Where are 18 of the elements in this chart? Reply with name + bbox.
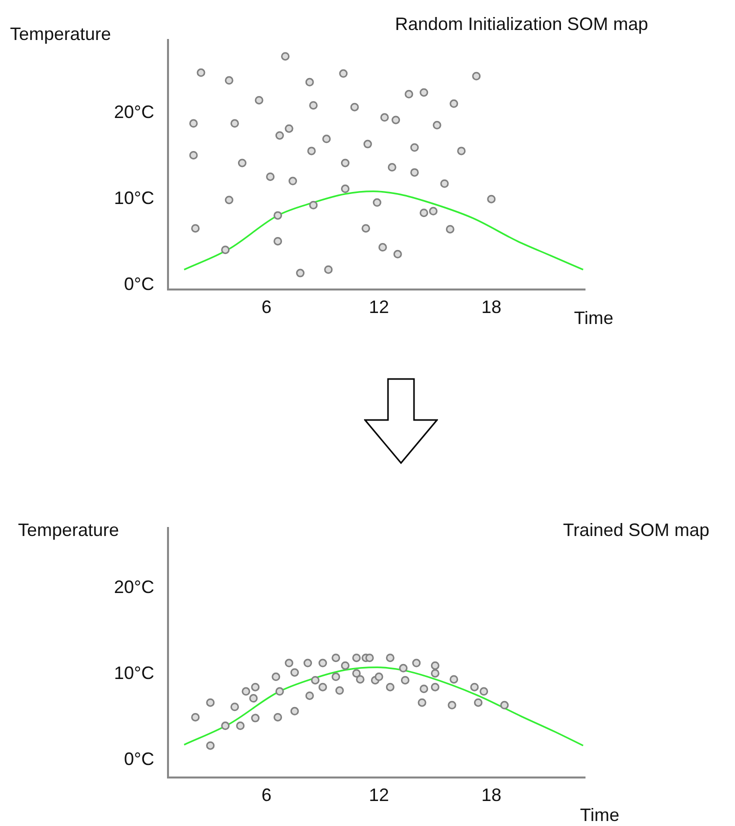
y-axis-title: Temperature <box>18 520 120 541</box>
y-tick-label: 0°C <box>124 274 154 294</box>
y-tick-label: 10°C <box>114 663 154 684</box>
y-tick-label: 10°C <box>114 188 154 208</box>
x-tick-label: 18 <box>481 785 502 806</box>
x-axis-title: Time <box>574 308 614 329</box>
y-tick-label: 20°C <box>114 102 154 122</box>
x-tick-label: 6 <box>262 785 272 806</box>
chart-title: Random Initialization SOM map <box>395 14 648 35</box>
x-tick-label: 12 <box>368 785 389 806</box>
y-axis-title: Temperature <box>10 24 112 45</box>
y-tick-label: 0°C <box>124 749 154 770</box>
x-axis-title: Time <box>580 805 620 826</box>
y-tick-label: 20°C <box>114 577 154 598</box>
x-tick-label: 6 <box>262 297 272 318</box>
x-tick-label: 12 <box>368 297 389 318</box>
text: Trained SOM map <box>563 520 710 541</box>
x-tick-label: 18 <box>481 297 502 318</box>
